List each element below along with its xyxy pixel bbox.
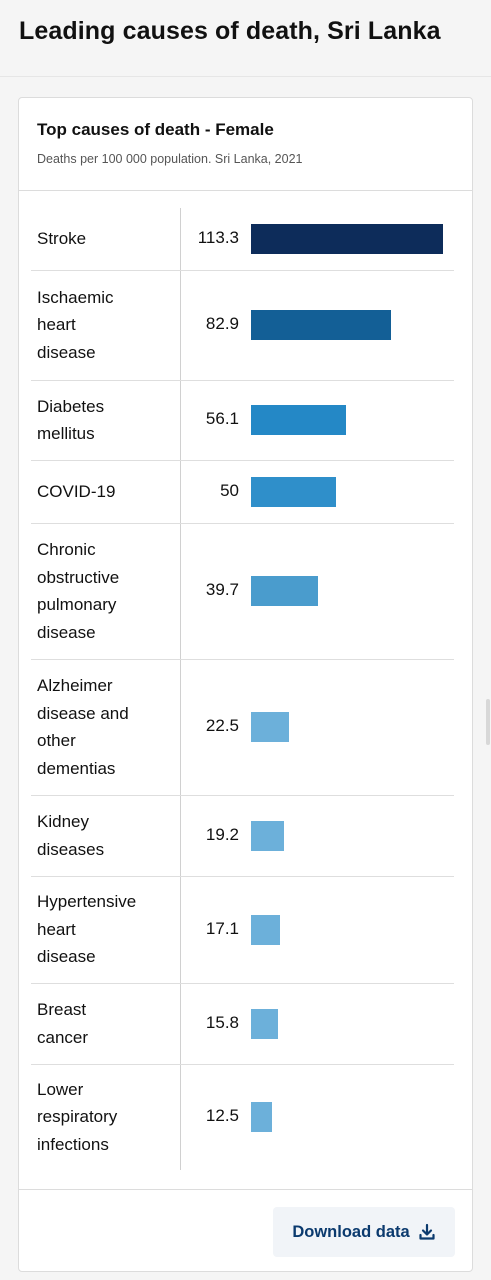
- chart-card-header: Top causes of death - Female Deaths per …: [19, 98, 472, 191]
- chart-subtitle: Deaths per 100 000 population. Sri Lanka…: [37, 152, 303, 166]
- bar: [251, 1008, 278, 1039]
- card-footer-divider: [19, 1189, 472, 1190]
- value-label: 113.3: [197, 228, 239, 247]
- value-label: 12.5: [205, 1106, 239, 1125]
- bar: [251, 476, 336, 507]
- download-data-button[interactable]: Download data: [273, 1207, 455, 1257]
- cause-label: Stroke: [37, 229, 87, 249]
- row-separator: [31, 876, 454, 877]
- chart-title: Top causes of death - Female: [37, 120, 274, 139]
- bar: [251, 576, 318, 606]
- value-label: 19.2: [205, 824, 239, 844]
- page-header: Leading causes of death, Sri Lanka: [0, 0, 491, 77]
- row-separator: [31, 1064, 454, 1065]
- download-icon: [418, 1223, 436, 1241]
- page-title: Leading causes of death, Sri Lanka: [19, 17, 441, 45]
- row-separator: [31, 380, 454, 381]
- bar: [251, 405, 346, 435]
- row-separator: [31, 523, 454, 524]
- bar: [251, 310, 391, 340]
- cause-label: Kidney diseases: [37, 812, 105, 859]
- cause-label: Ischaemic heart disease: [37, 287, 114, 362]
- bar: [251, 712, 289, 742]
- bar-chart: Stroke 113.3 Ischaemic heart disease 82.9 Diab…: [19, 98, 472, 1273]
- value-label: 56.1: [205, 409, 239, 428]
- bar: [251, 820, 284, 851]
- row-separator: [31, 460, 454, 461]
- value-label: 82.9: [205, 314, 239, 333]
- bar: [251, 1102, 272, 1132]
- cause-label: COVID-19: [37, 481, 116, 501]
- label-divider-line: [180, 208, 181, 1170]
- value-label: 22.5: [205, 716, 239, 735]
- bar: [251, 224, 443, 254]
- scrollbar-thumb[interactable]: [486, 699, 490, 745]
- cause-label: Hypertensive heart disease: [37, 892, 137, 967]
- row-separator: [31, 795, 454, 796]
- value-label: 15.8: [205, 1012, 239, 1032]
- row-separator: [31, 270, 454, 271]
- chart-card: Top causes of death - Female Deaths per …: [18, 97, 473, 1272]
- cause-label: Alzheimer disease and other dementias: [37, 676, 129, 778]
- cause-label: Breast cancer: [37, 1000, 89, 1047]
- bar: [251, 914, 280, 945]
- download-button-label: Download data: [292, 1222, 410, 1241]
- row-separator: [31, 983, 454, 984]
- value-label: 39.7: [205, 580, 239, 599]
- value-label: 17.1: [205, 918, 239, 938]
- row-separator: [31, 659, 454, 660]
- cause-label: Lower respiratory infections: [37, 1079, 118, 1154]
- cause-label: Diabetes mellitus: [37, 396, 105, 444]
- value-label: 50: [220, 480, 239, 500]
- cause-label: Chronic obstructive pulmonary disease: [37, 540, 120, 642]
